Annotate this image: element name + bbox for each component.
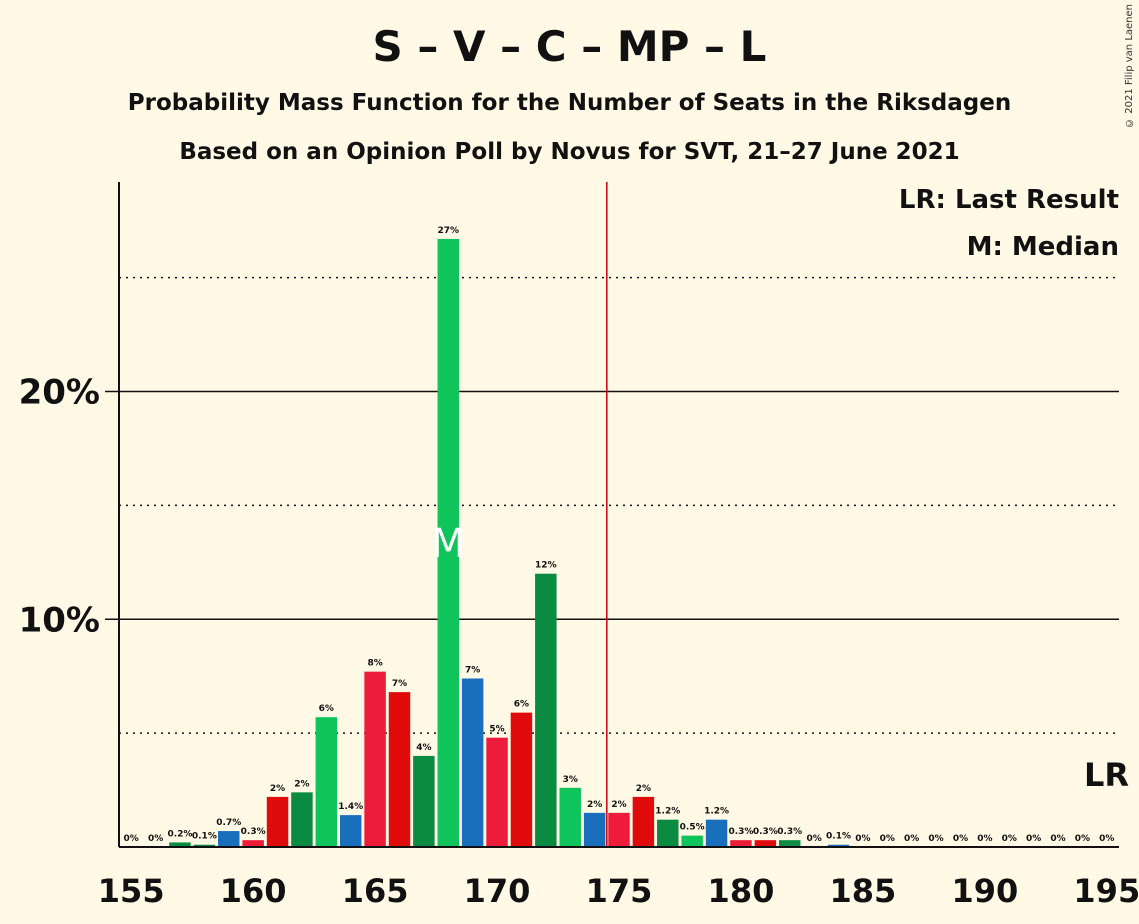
bar-value-label: 0% [977, 834, 992, 844]
bar [315, 717, 338, 847]
bar-value-label: 0.3% [753, 827, 778, 837]
bar-value-label: 0.3% [777, 827, 802, 837]
bar [754, 840, 777, 847]
bar [413, 755, 435, 847]
bar-value-label: 0% [1026, 834, 1041, 844]
legend-median: M: Median [966, 232, 1119, 262]
bar [339, 815, 362, 847]
bar [730, 840, 752, 847]
chart-source: Based on an Opinion Poll by Novus for SV… [179, 139, 960, 165]
bar-value-label: 0% [1002, 834, 1017, 844]
bar-value-label: 8% [367, 659, 382, 669]
bar-value-label: 6% [319, 704, 334, 714]
bar [657, 819, 679, 847]
bar-value-label: 1.2% [704, 807, 729, 817]
bar-value-label: 0.5% [680, 823, 705, 833]
bar [242, 840, 264, 847]
bar [388, 692, 411, 847]
bar-value-label: 5% [489, 725, 504, 735]
legend-last-result: LR: Last Result [898, 185, 1119, 215]
bar [510, 712, 533, 847]
bar-value-label: 0% [904, 834, 919, 844]
bar-value-label: 0% [855, 834, 870, 844]
bar [559, 787, 581, 847]
bar [193, 844, 216, 847]
bar [291, 792, 313, 847]
bar-value-label: 0% [806, 834, 821, 844]
bar-value-label: 0.1% [826, 832, 851, 842]
chart-subtitle: Probability Mass Function for the Number… [127, 90, 1012, 116]
x-tick-label: 175 [586, 872, 653, 910]
bar-value-label: 2% [636, 784, 651, 794]
bar [486, 737, 508, 847]
x-tick-label: 185 [830, 872, 897, 910]
bar-value-label: 0% [148, 834, 163, 844]
y-tick-label: 10% [19, 600, 100, 640]
bar-value-label: 0% [928, 834, 943, 844]
bar [779, 840, 801, 847]
chart-title: S – V – C – MP – L [372, 22, 767, 71]
bar-value-label: 1.2% [655, 807, 680, 817]
bar [827, 844, 850, 847]
bar-value-label: 1.4% [338, 802, 363, 812]
x-tick-label: 170 [464, 872, 531, 910]
bar [364, 671, 386, 847]
bar-value-label: 2% [270, 784, 285, 794]
bar [169, 842, 191, 847]
bar [681, 835, 703, 847]
bar-value-label: 2% [294, 779, 309, 789]
bar [705, 819, 728, 847]
bar [218, 831, 240, 847]
median-marker: M [431, 521, 466, 567]
x-tick-label: 155 [98, 872, 165, 910]
bar [583, 812, 606, 847]
bar-value-label: 2% [587, 800, 602, 810]
last-result-label: LR [1083, 756, 1129, 794]
bar-value-label: 27% [437, 226, 459, 236]
bar-value-label: 0% [1099, 834, 1114, 844]
bar-value-label: 0.7% [216, 818, 241, 828]
x-tick-label: 180 [708, 872, 775, 910]
bar [535, 573, 557, 847]
bar [608, 812, 630, 847]
bar-value-label: 0% [880, 834, 895, 844]
bar [266, 796, 289, 847]
x-tick-label: 160 [220, 872, 287, 910]
x-tick-label: 195 [1073, 872, 1139, 910]
bar-value-label: 2% [611, 800, 626, 810]
y-tick-label: 20% [19, 373, 100, 413]
bar-value-label: 4% [416, 743, 431, 753]
x-tick-label: 190 [951, 872, 1018, 910]
bar-value-label: 0% [1075, 834, 1090, 844]
bar-value-label: 0.3% [241, 827, 266, 837]
bar-value-label: 12% [535, 561, 557, 571]
bar [437, 238, 459, 847]
bar-value-label: 0% [953, 834, 968, 844]
bar [461, 678, 484, 847]
bar-value-label: 0% [1050, 834, 1065, 844]
bar-value-label: 0% [124, 834, 139, 844]
x-tick-label: 165 [342, 872, 409, 910]
bar-value-label: 6% [514, 700, 529, 710]
bar-value-label: 0.3% [728, 827, 753, 837]
bar [632, 796, 655, 847]
bar-value-label: 3% [563, 775, 578, 785]
bar-value-label: 0.2% [167, 829, 192, 839]
bar-value-label: 0.1% [192, 832, 217, 842]
bar-value-label: 7% [392, 679, 407, 689]
bar-value-label: 7% [465, 665, 480, 675]
